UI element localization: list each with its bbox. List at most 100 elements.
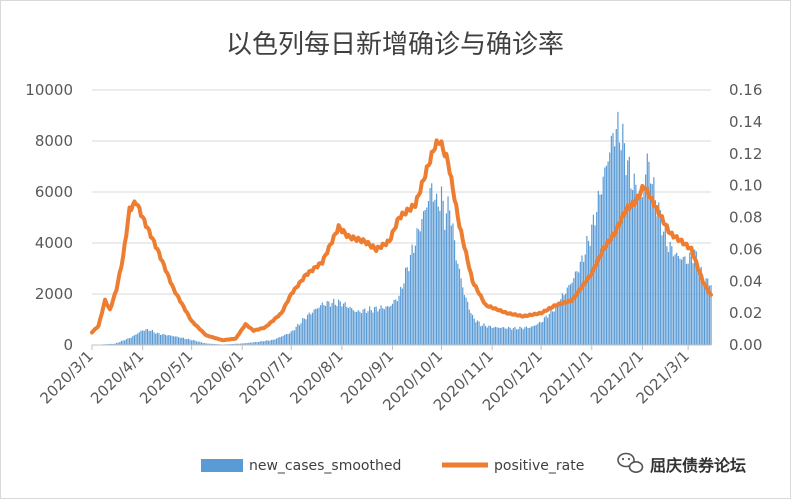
bars-new-cases bbox=[94, 111, 712, 345]
bar bbox=[555, 303, 557, 345]
bar bbox=[672, 256, 675, 345]
bar bbox=[697, 269, 699, 345]
bar bbox=[532, 326, 534, 345]
bar bbox=[164, 334, 167, 345]
bar bbox=[455, 260, 457, 345]
bar bbox=[364, 308, 366, 345]
bar bbox=[124, 340, 126, 345]
bar bbox=[334, 304, 336, 345]
bar bbox=[625, 175, 627, 345]
bar bbox=[367, 311, 369, 345]
bar bbox=[145, 329, 147, 345]
bar bbox=[429, 188, 431, 345]
line-positive-rate bbox=[90, 138, 713, 343]
bar bbox=[426, 207, 428, 345]
bar bbox=[339, 301, 341, 345]
bar bbox=[302, 318, 304, 345]
bar bbox=[132, 336, 134, 345]
bar bbox=[542, 321, 544, 345]
bar bbox=[692, 263, 694, 345]
bar bbox=[635, 184, 637, 345]
bar bbox=[155, 333, 157, 345]
bar bbox=[267, 340, 269, 345]
bar bbox=[295, 326, 297, 345]
bar bbox=[653, 177, 655, 345]
bar bbox=[163, 333, 165, 345]
bar bbox=[450, 225, 452, 345]
bar bbox=[579, 261, 581, 345]
bar bbox=[192, 340, 194, 345]
bar bbox=[416, 228, 418, 345]
bar bbox=[383, 309, 385, 345]
bar bbox=[290, 331, 292, 345]
bar bbox=[512, 328, 514, 345]
bar bbox=[659, 210, 661, 345]
bar bbox=[341, 306, 343, 345]
bar bbox=[355, 311, 358, 345]
bar bbox=[506, 328, 508, 345]
x-tick-labels: 2020/3/12020/4/12020/5/12020/6/12020/7/1… bbox=[36, 347, 693, 414]
y-right-tick-label: 0.12 bbox=[729, 145, 762, 163]
bar bbox=[493, 327, 495, 345]
bar bbox=[284, 334, 286, 345]
bar bbox=[636, 197, 639, 345]
bar bbox=[437, 206, 439, 345]
bar bbox=[643, 187, 645, 345]
bar bbox=[143, 330, 145, 345]
bar bbox=[524, 327, 526, 345]
bar bbox=[184, 338, 186, 345]
bar bbox=[574, 271, 577, 345]
bar bbox=[496, 327, 498, 345]
bar bbox=[166, 335, 168, 345]
bar bbox=[316, 308, 318, 345]
bar bbox=[297, 323, 299, 345]
bar bbox=[648, 161, 650, 345]
bar bbox=[565, 293, 567, 345]
bar bbox=[279, 337, 281, 345]
bar bbox=[620, 150, 622, 345]
bar bbox=[530, 326, 532, 345]
bar bbox=[403, 283, 405, 345]
bar bbox=[436, 193, 438, 345]
bar bbox=[501, 327, 503, 345]
bar bbox=[548, 313, 550, 345]
bar bbox=[153, 332, 155, 345]
bar bbox=[117, 342, 119, 345]
bar bbox=[285, 333, 287, 345]
bar bbox=[703, 285, 706, 345]
bar bbox=[550, 308, 552, 345]
bar bbox=[266, 340, 268, 345]
bar bbox=[236, 343, 238, 345]
y-right-tick-label: 0.10 bbox=[729, 177, 762, 195]
x-tick-label: 2020/5/1 bbox=[136, 347, 196, 407]
bar bbox=[651, 184, 653, 345]
bar bbox=[573, 278, 575, 345]
bar bbox=[609, 152, 611, 345]
y-left-tick-labels: 0 2000 4000 6000 8000 10000 bbox=[25, 81, 73, 354]
bar bbox=[320, 305, 322, 345]
y-right-tick-labels: 0.00 0.02 0.04 0.06 0.08 0.10 0.12 0.14 0.16 bbox=[729, 81, 762, 354]
bar bbox=[269, 340, 271, 345]
bar bbox=[156, 332, 158, 345]
bar bbox=[369, 306, 371, 345]
bar bbox=[689, 252, 691, 345]
bar bbox=[411, 244, 413, 345]
bar bbox=[427, 201, 430, 345]
bar bbox=[538, 321, 541, 345]
bar bbox=[445, 213, 448, 345]
bar bbox=[287, 334, 289, 345]
bar bbox=[485, 325, 487, 345]
bar bbox=[422, 211, 425, 345]
bar bbox=[208, 343, 211, 345]
bar bbox=[292, 330, 294, 345]
bar bbox=[486, 327, 488, 345]
bar bbox=[205, 343, 207, 345]
bar bbox=[646, 153, 648, 345]
bar bbox=[553, 311, 555, 345]
bar bbox=[373, 306, 376, 345]
bar bbox=[151, 329, 154, 345]
bar bbox=[586, 236, 588, 345]
bar bbox=[171, 335, 173, 345]
bar bbox=[535, 325, 537, 345]
y-left-tick-label: 10000 bbox=[25, 81, 73, 99]
